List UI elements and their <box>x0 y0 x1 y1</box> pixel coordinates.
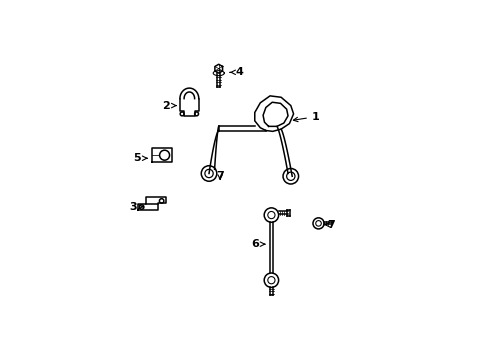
Text: 1: 1 <box>293 112 319 122</box>
Text: 3: 3 <box>129 202 142 212</box>
Text: 7: 7 <box>216 171 224 181</box>
Text: 6: 6 <box>250 239 264 249</box>
Text: 7: 7 <box>324 220 334 230</box>
Text: 2: 2 <box>162 100 176 111</box>
Text: 4: 4 <box>229 67 243 77</box>
Text: 5: 5 <box>133 153 146 163</box>
